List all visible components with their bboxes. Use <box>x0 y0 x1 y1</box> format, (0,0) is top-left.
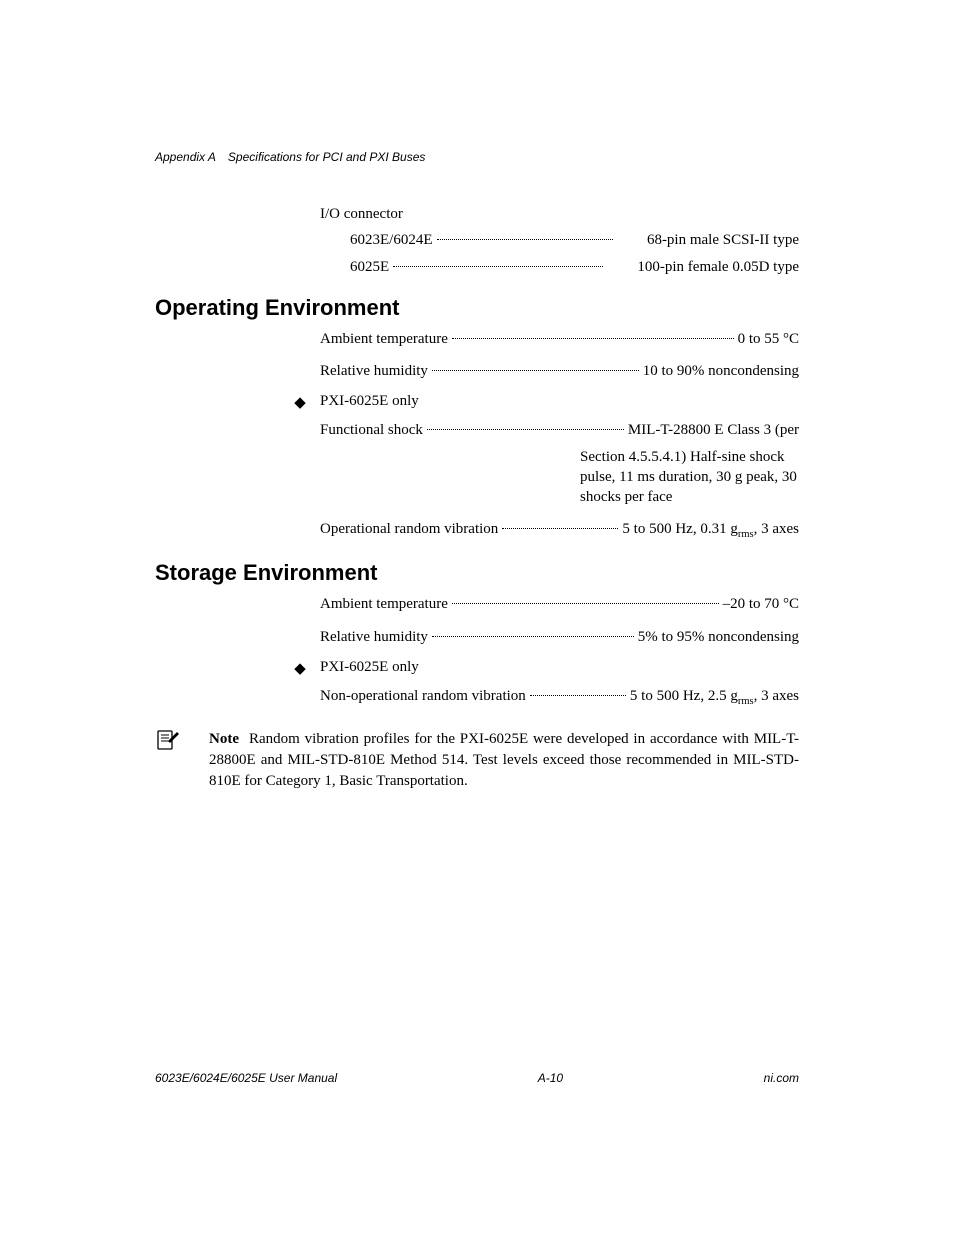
operating-env-pxi-block: Functional shock MIL-T-28800 E Class 3 (… <box>320 420 799 542</box>
bullet-row: ◆ PXI-6025E only <box>155 393 799 412</box>
spec-rhs: 5 to 500 Hz, 2.5 grms, 3 axes <box>630 686 799 709</box>
spec-rhs: 10 to 90% noncondensing <box>643 361 799 381</box>
note-label: Note <box>209 731 239 747</box>
dot-leader <box>452 338 734 339</box>
footer-page-number: A-10 <box>538 1071 563 1085</box>
note-block: NoteRandom vibration profiles for the PX… <box>155 729 799 792</box>
note-body: NoteRandom vibration profiles for the PX… <box>209 729 799 792</box>
diamond-bullet-icon: ◆ <box>290 393 310 412</box>
spec-rhs: 100-pin female 0.05D type <box>607 257 799 277</box>
note-text: Random vibration profiles for the PXI-60… <box>209 731 799 789</box>
dot-leader <box>427 429 624 430</box>
spec-lhs: Relative humidity <box>320 627 428 647</box>
spec-lhs: Functional shock <box>320 420 423 440</box>
footer-left: 6023E/6024E/6025E User Manual <box>155 1071 337 1085</box>
operating-environment-heading: Operating Environment <box>155 295 799 321</box>
spec-lhs: Ambient temperature <box>320 594 448 614</box>
bullet-row: ◆ PXI-6025E only <box>155 659 799 678</box>
spec-row: Non-operational random vibration 5 to 50… <box>320 686 799 709</box>
spec-rhs: –20 to 70 °C <box>723 594 799 614</box>
note-icon <box>155 729 179 753</box>
spec-row: Relative humidity 10 to 90% noncondensin… <box>320 361 799 381</box>
spec-lhs: Non-operational random vibration <box>320 686 526 706</box>
io-connector-block: I/O connector 6023E/6024E 68-pin male SC… <box>320 204 799 277</box>
spec-row: Relative humidity 5% to 95% noncondensin… <box>320 627 799 647</box>
dot-leader <box>437 239 613 240</box>
storage-env-pxi-block: Non-operational random vibration 5 to 50… <box>320 686 799 709</box>
spec-rhs: MIL-T-28800 E Class 3 (per <box>628 420 799 440</box>
page-footer: 6023E/6024E/6025E User Manual A-10 ni.co… <box>155 1071 799 1085</box>
spec-rhs: 5 to 500 Hz, 0.31 grms, 3 axes <box>622 519 799 542</box>
spec-row: 6023E/6024E 68-pin male SCSI-II type <box>320 230 799 250</box>
spec-row: Ambient temperature –20 to 70 °C <box>320 594 799 614</box>
bullet-text: PXI-6025E only <box>320 659 799 676</box>
dot-leader <box>502 528 618 529</box>
page: Appendix A Specifications for PCI and PX… <box>0 0 954 1235</box>
bullet-text: PXI-6025E only <box>320 393 799 410</box>
dot-leader <box>432 370 639 371</box>
spec-lhs: 6025E <box>320 257 389 277</box>
spec-lhs: Relative humidity <box>320 361 428 381</box>
spec-lhs: Operational random vibration <box>320 519 498 539</box>
spec-rhs: 68-pin male SCSI-II type <box>617 230 799 250</box>
storage-environment-heading: Storage Environment <box>155 560 799 586</box>
spec-rhs: 5% to 95% noncondensing <box>638 627 799 647</box>
storage-env-block: Ambient temperature –20 to 70 °C Relativ… <box>320 594 799 647</box>
running-head: Appendix A Specifications for PCI and PX… <box>155 150 799 164</box>
spec-lhs: 6023E/6024E <box>320 230 433 250</box>
rhs-pre: 5 to 500 Hz, 0.31 g <box>622 521 737 537</box>
rhs-post: , 3 axes <box>754 521 799 537</box>
diamond-bullet-icon: ◆ <box>290 659 310 678</box>
spec-rhs-continuation: Section 4.5.5.4.1) Half-sine shock pulse… <box>580 447 799 508</box>
spec-row: Functional shock MIL-T-28800 E Class 3 (… <box>320 420 799 440</box>
rhs-sub: rms <box>738 696 754 707</box>
dot-leader <box>432 636 634 637</box>
rhs-post: , 3 axes <box>754 688 799 704</box>
spec-row: Operational random vibration 5 to 500 Hz… <box>320 519 799 542</box>
operating-env-block: Ambient temperature 0 to 55 °C Relative … <box>320 329 799 382</box>
io-connector-label: I/O connector <box>320 204 799 224</box>
rhs-pre: 5 to 500 Hz, 2.5 g <box>630 688 738 704</box>
spec-lhs: Ambient temperature <box>320 329 448 349</box>
spec-row: 6025E 100-pin female 0.05D type <box>320 257 799 277</box>
spec-rhs: 0 to 55 °C <box>738 329 799 349</box>
rhs-sub: rms <box>738 529 754 540</box>
dot-leader <box>452 603 719 604</box>
spec-row: Ambient temperature 0 to 55 °C <box>320 329 799 349</box>
dot-leader <box>393 266 603 267</box>
footer-right: ni.com <box>764 1071 799 1085</box>
dot-leader <box>530 695 626 696</box>
